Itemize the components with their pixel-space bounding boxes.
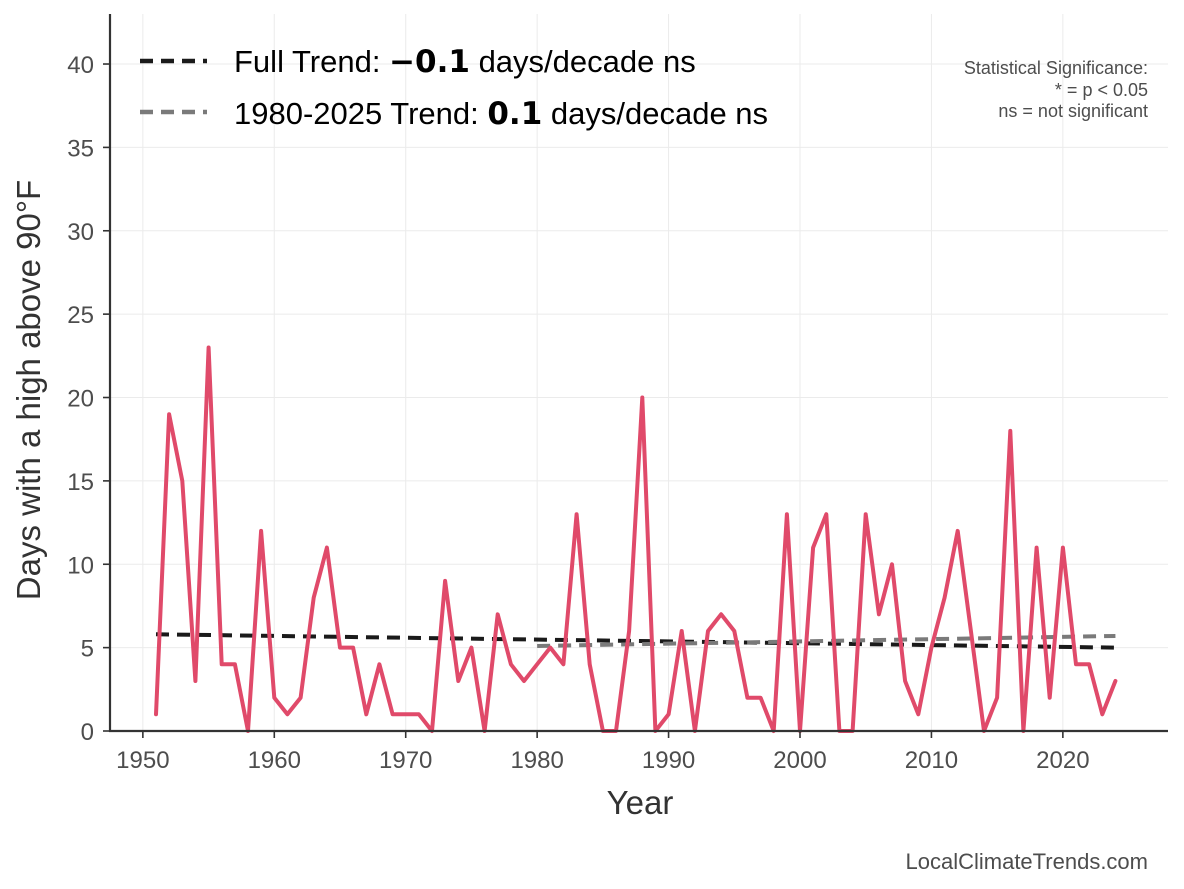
y-tick-label: 25 — [67, 302, 94, 329]
legend-label-recent-trend: 1980-2025 Trend: 0.1 days/decade ns — [234, 96, 768, 132]
x-tick-label: 1990 — [642, 747, 695, 774]
x-tick-label: 1960 — [248, 747, 301, 774]
significance-line-3: ns = not significant — [998, 101, 1148, 121]
x-axis-title: Year — [607, 784, 674, 821]
x-tick-label: 1970 — [379, 747, 432, 774]
series-line — [154, 345, 1118, 733]
x-tick-label: 2020 — [1036, 747, 1089, 774]
y-tick-label: 10 — [67, 552, 94, 579]
full-trend-line — [155, 632, 1116, 650]
y-tick-label: 40 — [67, 52, 94, 79]
y-tick-label: 35 — [67, 135, 94, 162]
significance-line-2: * = p < 0.05 — [1055, 80, 1148, 100]
y-axis-ticks: 0 5 10 15 20 25 30 35 40 — [67, 52, 110, 746]
significance-note: Statistical Significance: * = p < 0.05 n… — [964, 58, 1148, 121]
y-tick-label: 0 — [81, 719, 94, 746]
y-tick-label: 5 — [81, 636, 94, 663]
x-tick-label: 1950 — [116, 747, 169, 774]
data-series — [154, 345, 1118, 733]
x-tick-label: 1980 — [510, 747, 563, 774]
recent-trend-line — [537, 633, 1116, 648]
x-tick-label: 2000 — [773, 747, 826, 774]
legend: Full Trend: −0.1 days/decade ns 1980-202… — [140, 44, 768, 132]
axes — [108, 14, 1168, 733]
credit-text: LocalClimateTrends.com — [906, 849, 1149, 874]
grid — [110, 14, 1168, 732]
x-axis-ticks: 1950 1960 1970 1980 1990 2000 2010 2020 — [116, 731, 1090, 774]
y-tick-label: 30 — [67, 219, 94, 246]
x-tick-label: 2010 — [905, 747, 958, 774]
trend-lines — [155, 632, 1116, 650]
significance-line-1: Statistical Significance: — [964, 58, 1148, 78]
y-tick-label: 20 — [67, 386, 94, 413]
y-axis-title: Days with a high above 90°F — [10, 180, 47, 600]
legend-label-full-trend: Full Trend: −0.1 days/decade ns — [234, 44, 696, 80]
y-tick-label: 15 — [67, 469, 94, 496]
